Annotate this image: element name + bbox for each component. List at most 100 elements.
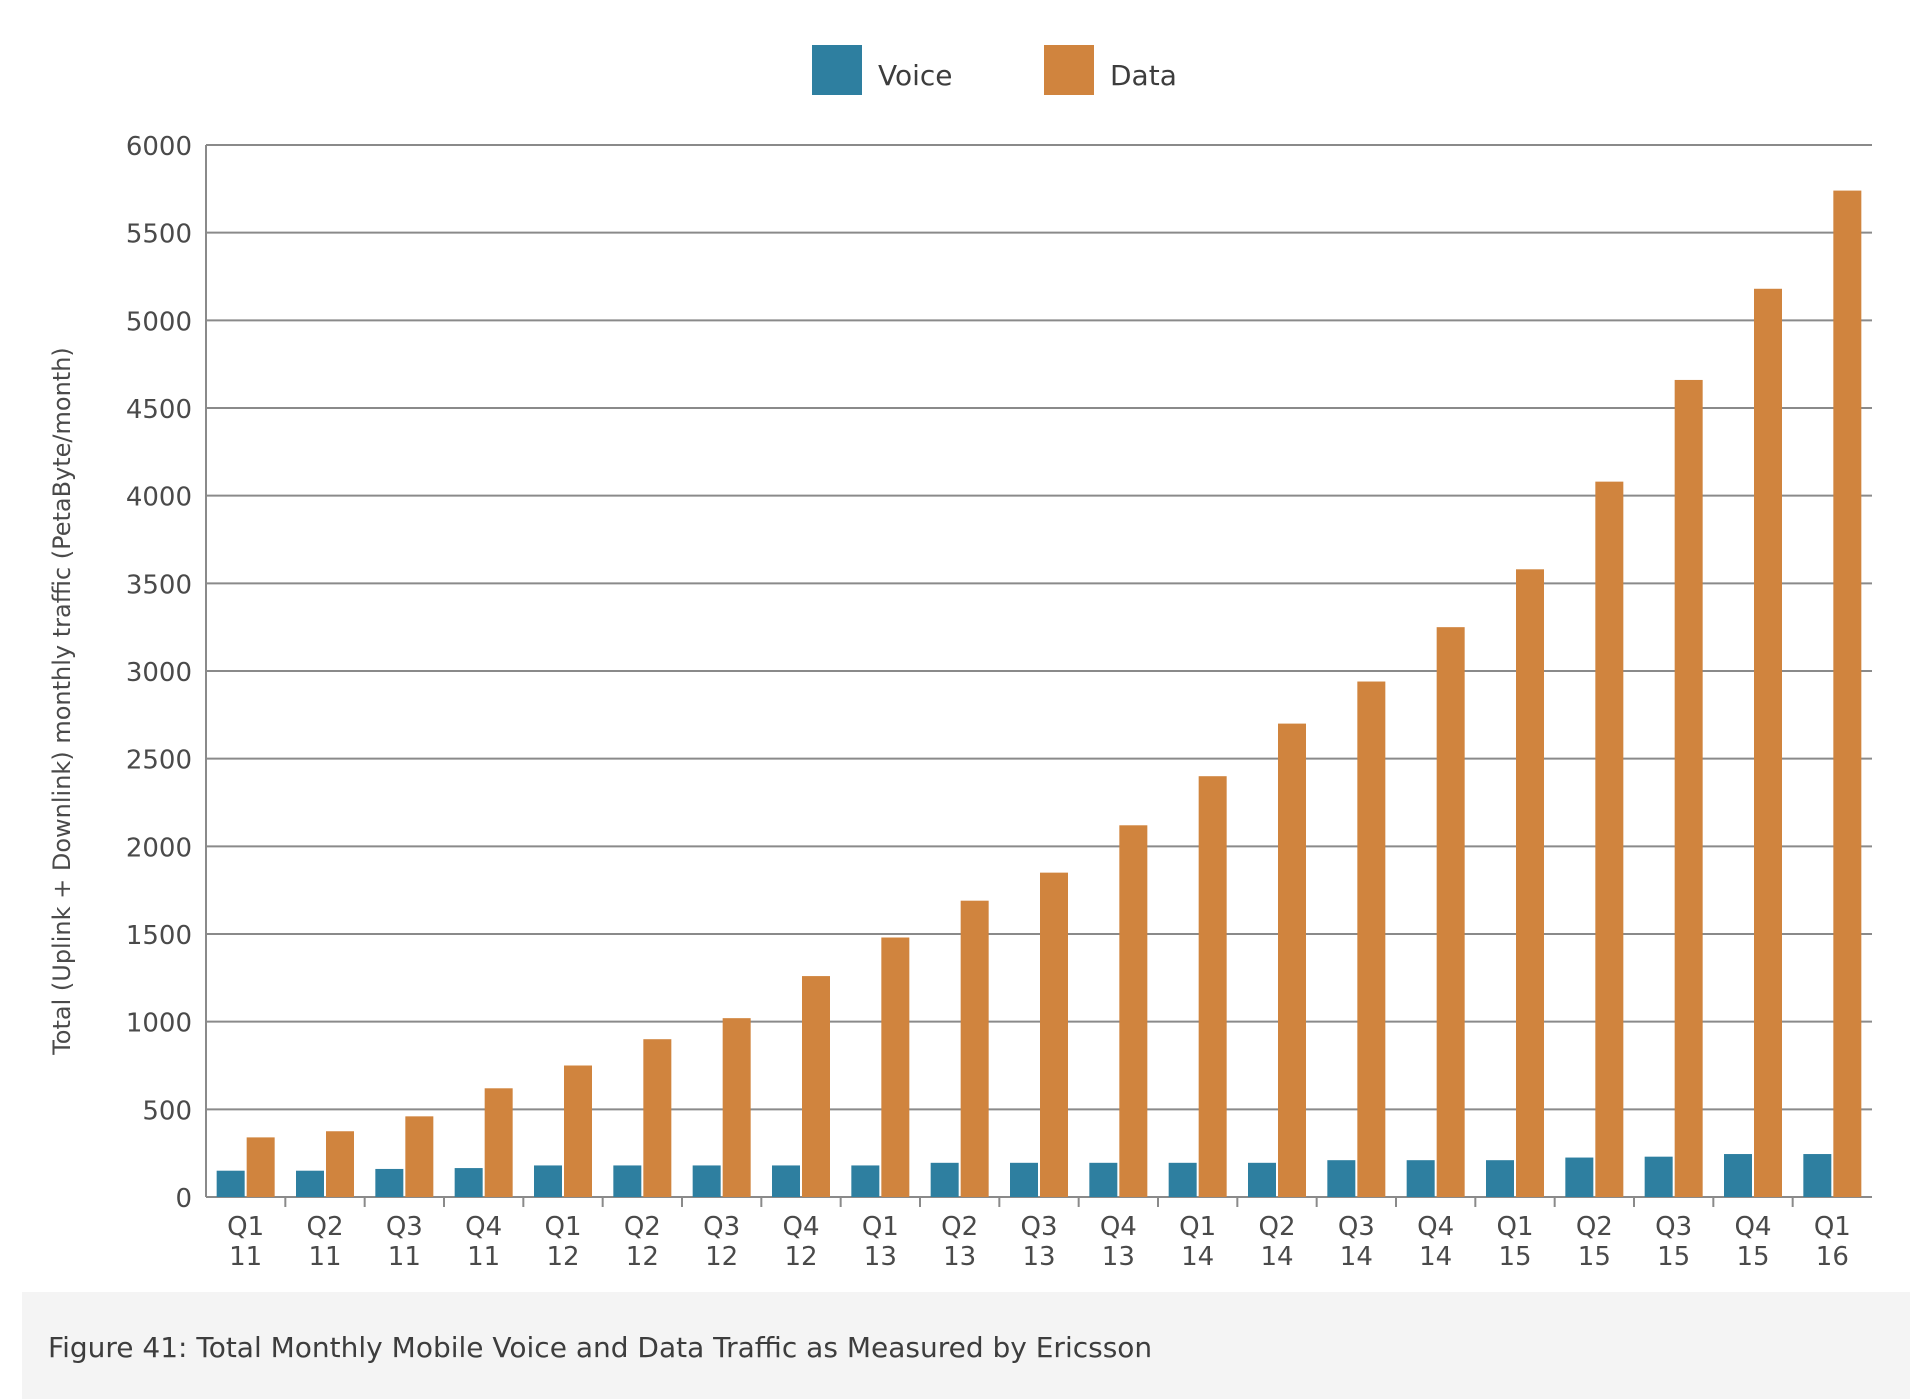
y-tick-label: 6000 [126,132,192,162]
x-tick-label: 13 [864,1242,897,1272]
y-tick-label: 2500 [126,746,192,776]
voice-bar [296,1170,324,1197]
x-tick-label: Q2 [306,1212,343,1242]
x-tick-label: 13 [943,1242,976,1272]
x-tick-label: 13 [1022,1242,1055,1272]
y-tick-label: 1000 [126,1009,192,1039]
y-tick-label: 1500 [126,921,192,951]
legend-label-data: Data [1110,59,1177,92]
x-tick-label: Q4 [782,1212,819,1242]
x-tick-label: Q3 [1338,1212,1375,1242]
data-bar [1278,723,1306,1197]
data-bar [1674,379,1703,1197]
y-tick-label: 2000 [126,833,192,863]
x-tick-label: Q4 [1734,1212,1771,1242]
y-tick-label: 4000 [126,483,192,513]
voice-bar [613,1165,642,1197]
x-tick-label: 14 [1260,1242,1293,1272]
y-tick-label: 3500 [126,570,192,600]
voice-bar [375,1168,404,1197]
x-tick-label: 14 [1419,1242,1452,1272]
data-bar [722,1018,751,1197]
x-tick-label: Q1 [1496,1212,1533,1242]
x-tick-label: 15 [1578,1242,1611,1272]
voice-bar [772,1165,800,1197]
x-tick-label: 12 [626,1242,659,1272]
y-axis-title: Total (Uplink + Downlink) monthly traffi… [48,347,76,1056]
data-bar [960,900,989,1197]
data-bar [1833,190,1862,1197]
data-bar [1119,825,1148,1197]
x-tick-label: Q3 [703,1212,740,1242]
figure-caption: Figure 41: Total Monthly Mobile Voice an… [48,1331,1153,1364]
bar-chart: 0 500 1000 1500 2000 2500 3000 3500 4000 4500 5000… [48,45,1872,1272]
legend-swatch-voice [812,45,862,95]
x-tick-label: 11 [229,1242,262,1272]
x-tick-label: Q2 [941,1212,978,1242]
data-bar [881,937,910,1197]
data-bar [405,1116,434,1197]
x-tick-label: Q1 [862,1212,899,1242]
x-tick-label: Q4 [465,1212,502,1242]
x-tick-label: 11 [308,1242,341,1272]
data-bar [1595,481,1624,1197]
data-bar [1516,569,1544,1197]
data-bar [643,1039,672,1197]
voice-bar [1327,1160,1356,1197]
x-tick-label: 15 [1498,1242,1531,1272]
voice-bar [216,1170,245,1197]
voice-bar [534,1165,562,1197]
legend-label-voice: Voice [878,59,953,92]
data-bar [1198,776,1227,1197]
voice-bar [454,1168,483,1197]
y-tick-label: 0 [175,1184,192,1214]
y-tick-label: 500 [142,1096,192,1126]
x-tick-label: Q1 [1179,1212,1216,1242]
x-tick-label: Q2 [624,1212,661,1242]
voice-bar [851,1165,880,1197]
voice-bar [1406,1160,1435,1197]
x-tick-label: Q4 [1100,1212,1137,1242]
x-tick-label: Q1 [1814,1212,1851,1242]
y-tick-label: 5500 [126,220,192,250]
x-tick-label: 14 [1340,1242,1373,1272]
voice-bar [1486,1160,1514,1197]
x-tick-label: Q1 [227,1212,264,1242]
x-tick-label: Q4 [1417,1212,1454,1242]
voice-bar [1644,1156,1673,1197]
data-bar [326,1131,354,1197]
x-tick-label: Q3 [1020,1212,1057,1242]
x-tick-label: 11 [388,1242,421,1272]
x-tick-label: Q2 [1258,1212,1295,1242]
x-tick-label: 15 [1657,1242,1690,1272]
voice-bar [1724,1154,1752,1197]
data-bar [1754,288,1782,1198]
legend-swatch-data [1044,45,1094,95]
y-tick-label: 5000 [126,307,192,337]
data-bar [1436,627,1465,1197]
caption-band [22,1292,1910,1399]
chart: 0 500 1000 1500 2000 2500 3000 3500 4000 4500 5000… [48,45,1872,1272]
x-tick-label: 12 [705,1242,738,1272]
data-bar [1040,872,1068,1197]
data-bar [564,1065,592,1197]
data-bar [802,976,830,1197]
x-tick-label: Q1 [544,1212,581,1242]
voice-bar [1010,1162,1038,1197]
x-tick-label: Q2 [1576,1212,1613,1242]
x-tick-label: Q3 [386,1212,423,1242]
data-bar [484,1088,513,1197]
y-tick-label: 4500 [126,395,192,425]
x-tick-label: 12 [784,1242,817,1272]
voice-bar [930,1162,959,1197]
voice-bar [692,1165,721,1197]
data-bar [246,1137,275,1197]
voice-bar [1803,1154,1832,1197]
data-bar [1357,681,1386,1197]
voice-bar [1565,1157,1594,1197]
x-tick-label: 11 [467,1242,500,1272]
voice-bar [1168,1162,1197,1197]
x-tick-label: 12 [546,1242,579,1272]
voice-bar [1089,1162,1118,1197]
x-tick-label: Q3 [1655,1212,1692,1242]
